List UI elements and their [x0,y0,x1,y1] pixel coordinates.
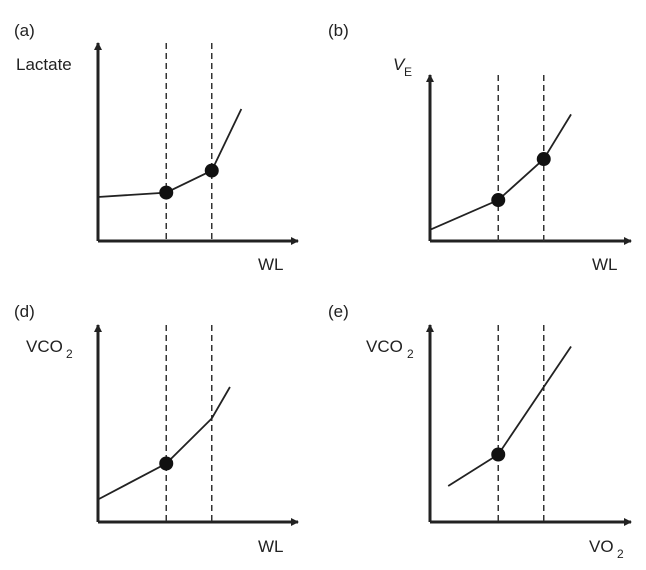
panel-d: (d) VCO 2 WL [14,302,299,556]
panel-b-ylabel-sub: E [404,65,412,79]
panel-a-xlabel: WL [258,255,284,274]
panel-b: (b) V E WL [328,21,632,274]
panel-e-tag: (e) [328,302,349,321]
panel-e-threshold-point-1 [491,447,506,462]
panel-d-tag: (d) [14,302,35,321]
panel-a-threshold-point-1 [159,185,174,200]
panel-e: (e) VCO 2 VO 2 [328,302,632,561]
panel-e-ylabel-main: VCO [366,337,403,356]
panel-b-threshold-point-2 [536,152,551,167]
panel-b-tag: (b) [328,21,349,40]
panel-b-threshold-point-1 [491,193,506,208]
panel-a-threshold-point-2 [204,163,219,178]
panel-e-xlabel-sub: 2 [617,547,624,561]
panel-d-ylabel-main: VCO [26,337,63,356]
panel-b-xlabel: WL [592,255,618,274]
panel-a-ylabel: Lactate [16,55,72,74]
panel-e-curve [447,345,572,487]
panel-d-threshold-point-1 [159,456,174,471]
panel-a: (a) Lactate WL [14,21,299,274]
panel-d-ylabel-sub: 2 [66,347,73,361]
panel-e-ylabel-sub: 2 [407,347,414,361]
panel-a-tag: (a) [14,21,35,40]
panel-d-xlabel: WL [258,537,284,556]
panel-d-curve [97,386,231,501]
panel-b-ylabel-main: V [393,55,406,74]
panel-e-xlabel-main: VO [589,537,614,556]
panel-b-curve [429,113,572,231]
panel-a-curve [97,108,243,198]
